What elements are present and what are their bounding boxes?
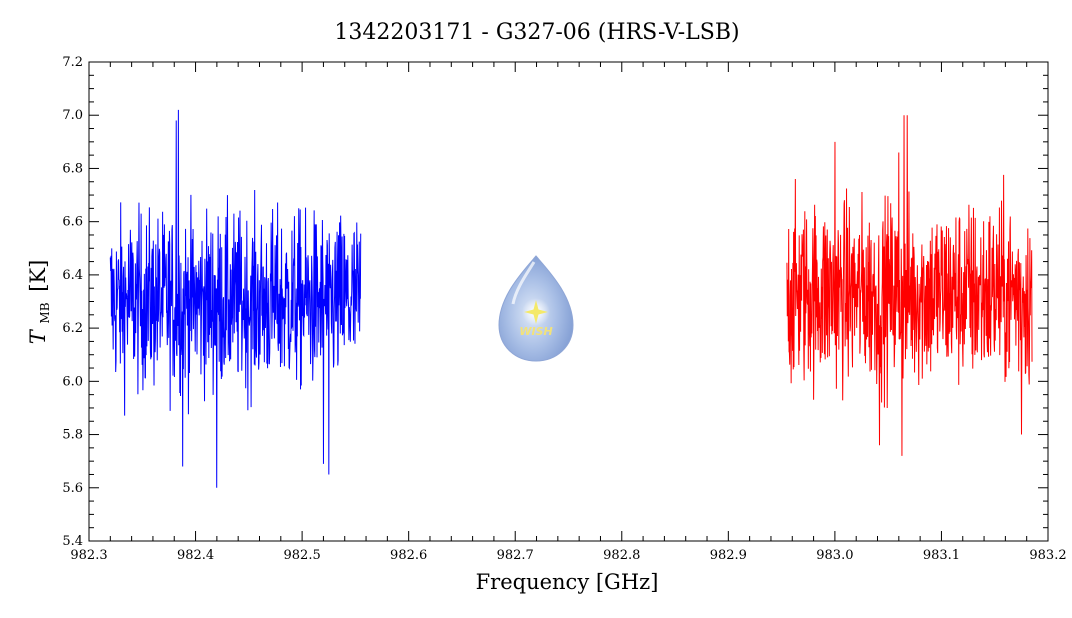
y-tick-label: 7.2 bbox=[62, 55, 83, 70]
x-tick-label: 983.2 bbox=[1029, 548, 1066, 563]
x-tick-label: 982.7 bbox=[497, 548, 534, 563]
y-axis-symbol: T bbox=[26, 328, 50, 344]
x-tick-label: 983.1 bbox=[923, 548, 960, 563]
y-tick-label: 6.4 bbox=[62, 268, 83, 283]
wish-logo: WISH bbox=[498, 255, 574, 362]
series-line-1 bbox=[109, 109, 362, 488]
y-tick-label: 7.0 bbox=[62, 108, 83, 123]
y-axis-unit: [K] bbox=[26, 260, 50, 292]
y-tick-label: 5.6 bbox=[62, 481, 83, 496]
x-tick-label: 982.5 bbox=[284, 548, 321, 563]
y-axis-subscript: MB bbox=[38, 302, 52, 323]
y-tick-label: 6.6 bbox=[62, 215, 83, 230]
x-tick-label: 982.3 bbox=[70, 548, 107, 563]
y-tick-label: 5.4 bbox=[62, 534, 83, 549]
svg-text:T MB [K]: T MB [K] bbox=[26, 260, 54, 345]
series-line-2 bbox=[786, 115, 1033, 456]
x-tick-label: 982.6 bbox=[390, 548, 427, 563]
y-axis-label: T MB [K] bbox=[26, 260, 54, 345]
x-tick-label: 982.9 bbox=[710, 548, 747, 563]
x-tick-label: 982.4 bbox=[177, 548, 214, 563]
chart-title: 1342203171 - G327-06 (HRS-V-LSB) bbox=[334, 20, 739, 45]
y-tick-label: 6.2 bbox=[62, 321, 83, 336]
y-tick-label: 6.0 bbox=[62, 374, 83, 389]
y-tick-label: 5.8 bbox=[62, 428, 83, 443]
ticks-layer: 982.3 982.4 982.5 982.6 982.7 982.8 982.9 983.0… bbox=[62, 55, 1066, 563]
star-icon bbox=[524, 300, 548, 324]
y-tick-label: 6.8 bbox=[62, 161, 83, 176]
series-layer bbox=[109, 109, 1033, 488]
logo-text: WISH bbox=[519, 325, 552, 338]
x-tick-label: 983.0 bbox=[816, 548, 853, 563]
x-tick-label: 982.8 bbox=[603, 548, 640, 563]
x-axis-label: Frequency [GHz] bbox=[476, 570, 659, 594]
